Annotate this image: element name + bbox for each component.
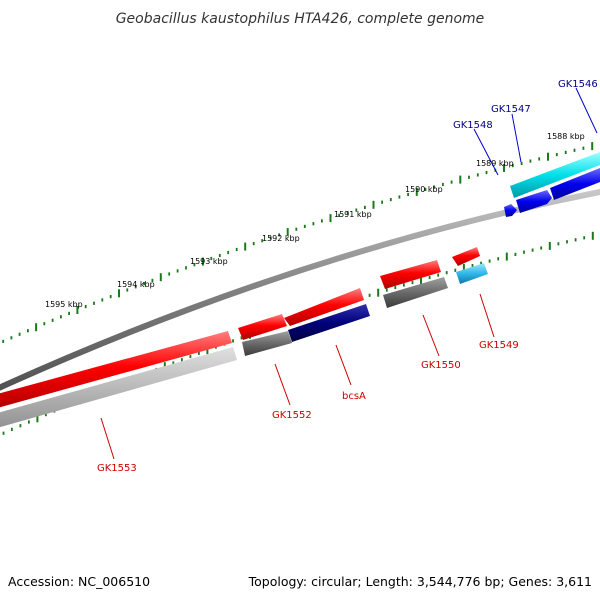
- forward-strand: [504, 152, 600, 217]
- gene-label-gk1550: GK1550: [421, 360, 461, 371]
- gene-label-gk1553: GK1553: [97, 463, 137, 474]
- gene-bar-gk1553[interactable]: [0, 331, 232, 410]
- leader-gk1553: [100, 417, 115, 460]
- leader-gk1549: [479, 293, 495, 338]
- gene-bar-gk1547[interactable]: [516, 190, 552, 213]
- leader-gk1546: [575, 87, 598, 134]
- gene-bar-gk1550[interactable]: [380, 260, 441, 289]
- tick-label-1594: 1594 kbp: [117, 280, 155, 289]
- tick-label-1589: 1589 kbp: [476, 159, 514, 168]
- gene-bar-gk1547b[interactable]: [550, 168, 600, 200]
- gene-bar-gk1552b[interactable]: [242, 331, 292, 356]
- genome-backbone: [0, 188, 600, 391]
- tick-labels: 1588 kbp 1589 kbp 1590 kbp 1591 kbp 1592…: [45, 132, 585, 309]
- leader-gk1550: [422, 314, 440, 357]
- gene-label-gk1552: GK1552: [272, 410, 312, 421]
- page-title: Geobacillus kaustophilus HTA426, complet…: [116, 11, 485, 27]
- gene-bar-bcsa[interactable]: [284, 288, 364, 326]
- gene-label-bcsa: bcsA: [342, 391, 366, 402]
- tick-label-1595: 1595 kbp: [45, 300, 83, 309]
- gene-label-gk1548: GK1548: [453, 120, 493, 131]
- gene-bar-gk1549[interactable]: [452, 247, 480, 266]
- outer-tick-track: [2, 142, 594, 343]
- tick-label-1591: 1591 kbp: [334, 210, 372, 219]
- gene-label-gk1547: GK1547: [491, 104, 531, 115]
- genome-summary-text: Topology: circular; Length: 3,544,776 bp…: [248, 574, 592, 589]
- leader-gk1548: [473, 128, 499, 176]
- gene-bar-gk1546[interactable]: [510, 152, 600, 198]
- accession-text: Accession: NC_006510: [8, 574, 150, 589]
- leader-gk1547: [511, 113, 522, 163]
- gene-bar-gk1553b[interactable]: [0, 347, 237, 430]
- reverse-strand: [0, 247, 488, 430]
- tick-label-1590: 1590 kbp: [405, 185, 443, 194]
- tick-label-1592: 1592 kbp: [262, 234, 300, 243]
- tick-label-1588: 1588 kbp: [547, 132, 585, 141]
- leader-bcsa: [335, 344, 352, 386]
- gene-bar-gk1550b[interactable]: [383, 277, 448, 308]
- gene-labels: GK1546 GK1547 GK1548 GK1549 GK1550 bcsA …: [97, 79, 598, 474]
- leader-gk1552: [274, 363, 291, 406]
- gene-label-gk1546: GK1546: [558, 79, 598, 90]
- gene-bar-bcsa-b[interactable]: [288, 304, 370, 342]
- gene-bar-gk1548[interactable]: [504, 204, 517, 217]
- tick-label-1593: 1593 kbp: [190, 257, 228, 266]
- gene-bar-gk1552[interactable]: [238, 314, 287, 340]
- gene-label-gk1549: GK1549: [479, 340, 519, 351]
- gene-bar-gk1549b[interactable]: [456, 263, 488, 284]
